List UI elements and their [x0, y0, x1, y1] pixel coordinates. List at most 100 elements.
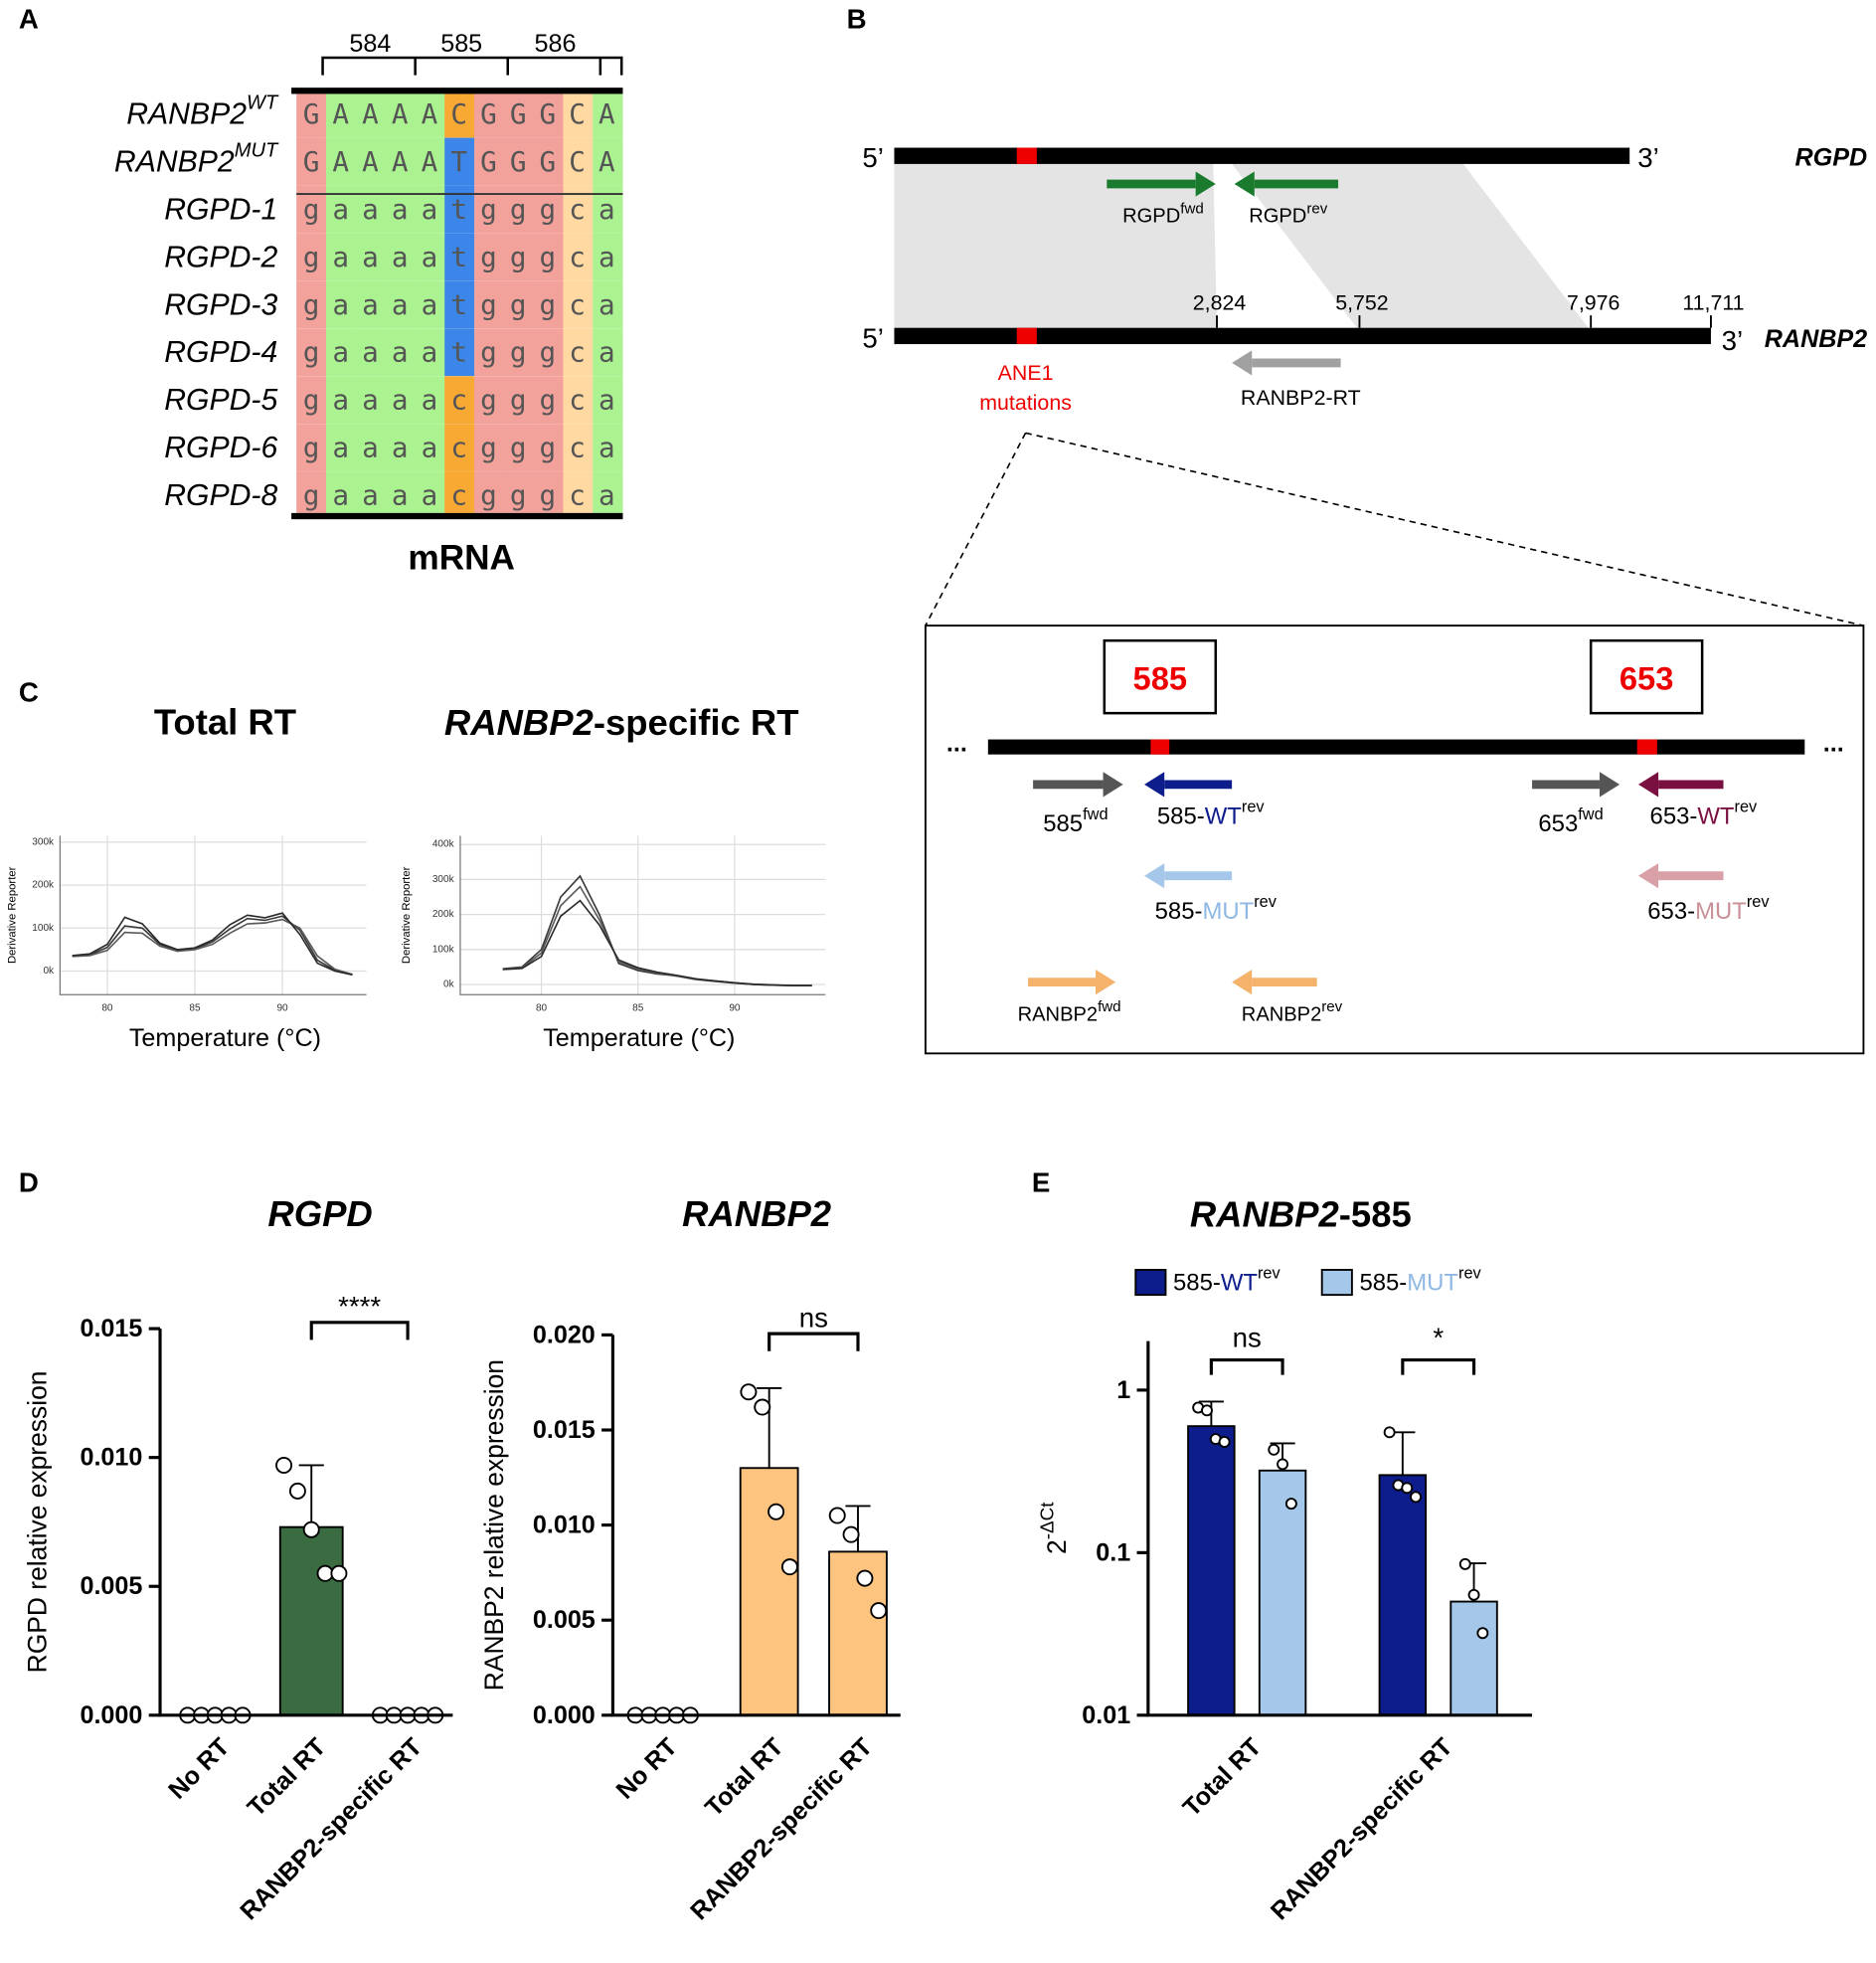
- error-bar: [757, 1386, 782, 1469]
- y-tick-label: 300k: [32, 836, 55, 847]
- data-point: [754, 1398, 771, 1416]
- chart-title: Total RT: [154, 701, 296, 742]
- zoom-primer-label-part: rev: [1747, 893, 1771, 911]
- site-box: [1589, 638, 1704, 715]
- melt-curve: [502, 885, 812, 986]
- zoom-primer-label: 653-WTrev: [1650, 798, 1759, 828]
- primer-label-part: RGPD: [1122, 206, 1180, 228]
- legend-label: 585-MUTrev: [1359, 1265, 1481, 1296]
- legend-swatch: [1320, 1269, 1353, 1297]
- base-cell: [296, 376, 327, 425]
- y-tick-label: 0.000: [80, 1701, 142, 1729]
- zoom-primer-label-part: 653: [1538, 809, 1578, 836]
- y-axis-label-part: RGPD relative expression: [23, 1371, 53, 1674]
- data-point: [856, 1569, 874, 1587]
- base-cell: [355, 471, 386, 513]
- x-tick-label: Total RT: [700, 1732, 789, 1822]
- bar: [739, 1467, 799, 1716]
- y-tick-label: 0k: [43, 966, 55, 977]
- x-axis-label: Temperature (°C): [129, 1024, 321, 1052]
- row-name-part: RGPD-3: [164, 288, 277, 321]
- y-axis-label: RANBP2 relative expression: [479, 1359, 509, 1691]
- zoom-primer-label-part: fwd: [1578, 805, 1603, 823]
- coordinate: 11,711: [1682, 291, 1744, 315]
- three-prime: 3’: [1722, 325, 1744, 356]
- base-cell: [533, 471, 564, 513]
- x-tick-label: 85: [632, 1003, 644, 1014]
- bar: [1187, 1425, 1236, 1716]
- base-cell: [474, 328, 505, 377]
- base-cell: [503, 280, 535, 329]
- zoom-box: [924, 625, 1865, 1055]
- base-cell: [385, 93, 416, 138]
- base-cell: [474, 424, 505, 471]
- base-cell: [593, 280, 623, 329]
- homology: [1232, 163, 1589, 328]
- sequence: gaaaatgggca: [303, 288, 628, 321]
- error-bar: [845, 1505, 871, 1552]
- sequence: gaaaacgggca: [303, 479, 628, 512]
- base-cell: [563, 471, 594, 513]
- sequence: GAAAATGGGCA: [303, 145, 628, 178]
- data-point: [1458, 1557, 1471, 1570]
- base-cell: [444, 328, 475, 377]
- row-name: RGPD-5: [164, 384, 277, 417]
- base-cell: [385, 137, 416, 186]
- data-point: [767, 1503, 785, 1520]
- homology: [894, 163, 1218, 328]
- data-point: [870, 1602, 888, 1620]
- y-tick-label: 0.000: [533, 1701, 596, 1729]
- zoom-primer-label-part: 585-: [1157, 803, 1205, 829]
- y-tick-label: 0k: [443, 980, 455, 990]
- sig-label: ns: [1233, 1322, 1262, 1352]
- legend-label-part: rev: [1258, 1265, 1281, 1283]
- x-tick-label: RANBP2-specific RT: [1266, 1732, 1458, 1925]
- coordinate: 7,976: [1567, 291, 1620, 315]
- three-prime: 3’: [1637, 142, 1659, 173]
- y-tick-label: 0.01: [1082, 1701, 1130, 1729]
- base-cell: [593, 233, 623, 281]
- base-cell: [325, 137, 357, 186]
- sig-bracket: [1401, 1357, 1476, 1375]
- base-cell: [533, 93, 564, 138]
- zoom-lines: [925, 432, 1864, 626]
- position-label: 584: [349, 30, 391, 58]
- sequence: gaaaacgggca: [303, 432, 628, 464]
- y-tick-label: 100k: [32, 923, 55, 934]
- five-prime: 5’: [862, 142, 884, 173]
- base-cell: [296, 328, 327, 377]
- chart-title-part: -585: [1339, 1193, 1412, 1234]
- y-tick-label: 400k: [432, 839, 455, 850]
- sig-bracket: [1209, 1357, 1284, 1375]
- base-cell: [415, 280, 445, 329]
- base-cell: [415, 137, 445, 186]
- primer-label: RGPDfwd: [1122, 200, 1204, 228]
- base-cell: [296, 137, 327, 186]
- rgpd-gene: [894, 147, 1630, 164]
- x-tick-label: Total RT: [1178, 1732, 1268, 1822]
- chart-title-part: RANBP2: [444, 701, 594, 742]
- panel-label: B: [847, 3, 867, 34]
- row-name-part: RGPD-5: [164, 384, 277, 417]
- base-cell: [533, 376, 564, 425]
- base-cell: [503, 233, 535, 281]
- primer-label-part: rev: [1306, 200, 1327, 217]
- mutation-label: ANE1: [998, 361, 1054, 385]
- panel-label: D: [19, 1166, 39, 1197]
- zoom-primer-label: 653-MUTrev: [1647, 893, 1770, 924]
- base-cell: [325, 93, 357, 138]
- base-cell: [325, 376, 357, 425]
- row-name: RGPD-1: [164, 193, 277, 226]
- y-tick-label: 0.010: [80, 1444, 142, 1472]
- base-cell: [474, 93, 505, 138]
- base-cell: [503, 471, 535, 513]
- data-point: [288, 1482, 306, 1500]
- data-point: [1277, 1458, 1289, 1471]
- x-axis-label: Temperature (°C): [543, 1024, 735, 1052]
- base-cell: [563, 328, 594, 377]
- base-cell: [296, 424, 327, 471]
- legend-swatch: [1134, 1269, 1167, 1297]
- zoom-primer-label-part: rev: [1321, 998, 1342, 1015]
- coordinate: 5,752: [1335, 291, 1389, 315]
- base-cell: [503, 424, 535, 471]
